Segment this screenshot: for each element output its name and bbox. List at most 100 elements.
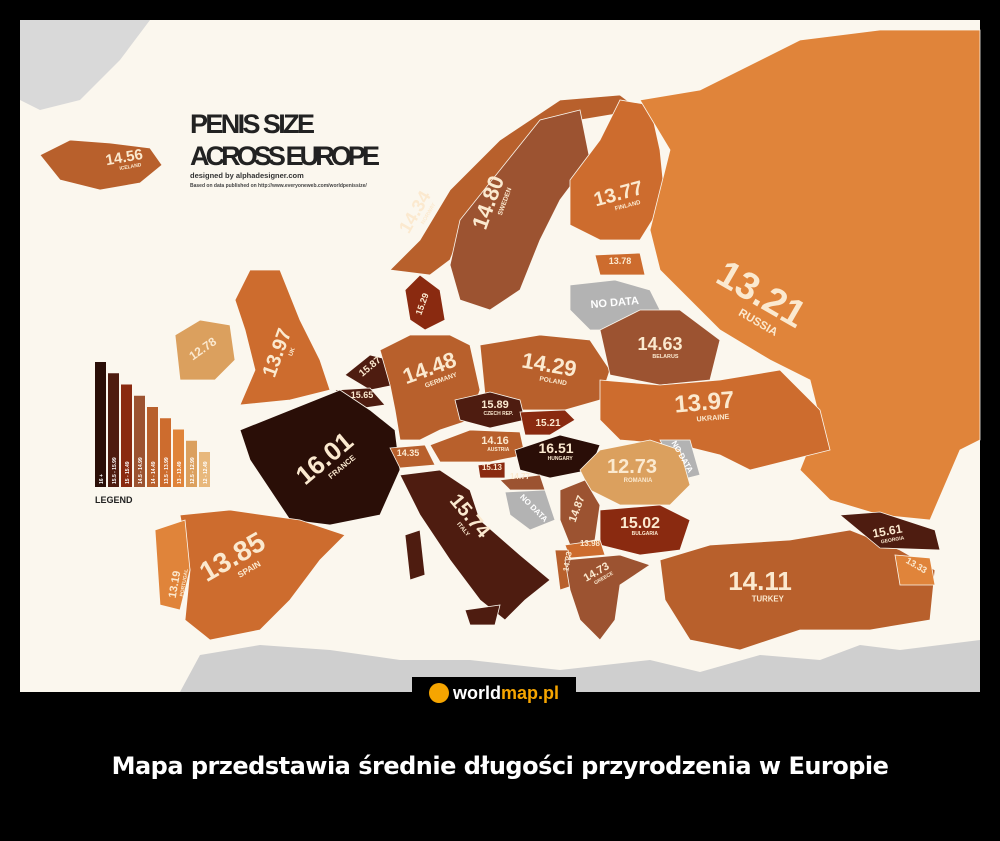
country-label: 15.65 xyxy=(351,390,374,400)
legend-bar xyxy=(173,429,184,487)
country-value: 13.97 xyxy=(673,386,735,418)
legend: 16 + 15.5 - 15.99 15 - 15.49 14.5 - 14.99 14… xyxy=(95,362,210,487)
country-value: 15.02 xyxy=(620,515,660,532)
country xyxy=(639,29,981,521)
greenland xyxy=(20,20,150,110)
legend-label: 14.5 - 14.99 xyxy=(138,457,144,484)
legend-bar xyxy=(199,452,210,487)
country-label: 13.78 xyxy=(609,256,632,266)
country-value: 14.11 xyxy=(728,566,792,596)
country-value: 15.65 xyxy=(351,390,374,400)
country-label: 14.77 xyxy=(510,472,531,481)
credit: designed by alphadesigner.com xyxy=(190,171,304,180)
country xyxy=(594,252,646,276)
country-label: 15.21 xyxy=(535,418,560,429)
country-name: TURKEY xyxy=(752,595,785,604)
country-value: 14.35 xyxy=(397,448,420,458)
country xyxy=(239,389,401,526)
legend-label: 14 - 14.49 xyxy=(151,461,157,484)
country-name: BULGARIA xyxy=(632,531,659,537)
country-value: NO DATA xyxy=(590,295,639,311)
country-value: 13.98 xyxy=(580,539,601,548)
country xyxy=(559,479,601,546)
country xyxy=(894,554,936,586)
legend-title: LEGEND xyxy=(95,495,133,505)
country-value: 13.78 xyxy=(609,256,632,266)
country-value: 14.63 xyxy=(637,334,682,354)
legend-bar xyxy=(121,384,132,487)
country xyxy=(39,139,163,191)
legend-label: 15 - 15.49 xyxy=(125,461,131,484)
country-value: 13.19 xyxy=(167,570,184,599)
country xyxy=(599,369,831,471)
country-name: ROMANIA xyxy=(624,478,653,484)
country-name: ICELAND xyxy=(119,162,142,172)
country xyxy=(477,461,506,479)
legend-bar xyxy=(147,407,158,487)
country-value: 16.51 xyxy=(538,440,573,456)
logo: worldmap.pl xyxy=(412,677,576,709)
country xyxy=(404,529,426,581)
country xyxy=(464,604,501,626)
title-line-1: PENIS SIZE xyxy=(190,109,315,139)
africa xyxy=(180,640,980,692)
country xyxy=(399,469,551,621)
country xyxy=(519,409,576,436)
country-name: AUSTRIA xyxy=(487,447,510,453)
legend-label: 15.5 - 15.99 xyxy=(112,457,118,484)
country-label: 13.98 xyxy=(580,539,601,548)
legend-label: 13.5 - 13.99 xyxy=(164,457,170,484)
legend-bar xyxy=(95,362,106,487)
country-value: 12.73 xyxy=(607,456,657,478)
country-value: 15.21 xyxy=(535,418,560,429)
country-value: 14.56 xyxy=(104,146,144,169)
country xyxy=(179,509,346,641)
country-label: 14.23 xyxy=(561,550,573,572)
country-value: 14.23 xyxy=(561,550,573,572)
source: Based on data published on http://www.ev… xyxy=(190,183,367,189)
country-name: POLAND xyxy=(539,376,568,388)
caption: Mapa przedstawia średnie długości przyro… xyxy=(111,752,889,780)
country xyxy=(379,334,481,441)
country-name: UKRAINE xyxy=(696,412,730,424)
country xyxy=(389,444,436,469)
country-name: BELARUS xyxy=(652,354,678,360)
country xyxy=(579,439,691,506)
country-label: 15.13 xyxy=(482,463,503,472)
countries xyxy=(39,29,981,651)
country-name: HUNGARY xyxy=(548,456,574,462)
country-value: 15.89 xyxy=(481,399,509,411)
title-line-2: ACROSS EUROPE xyxy=(190,141,380,171)
legend-label: 16 + xyxy=(99,474,105,484)
country xyxy=(838,511,941,551)
legend-label: 12 - 12.49 xyxy=(203,461,209,484)
country-value: 15.61 xyxy=(871,522,903,541)
country xyxy=(404,274,446,331)
legend-bar xyxy=(160,418,171,487)
country xyxy=(504,489,556,531)
legend-label: 12.5 - 12.99 xyxy=(190,457,196,484)
country-name: PORTUGAL xyxy=(179,568,190,597)
country-value: 14.77 xyxy=(510,472,531,481)
country xyxy=(564,554,651,641)
country xyxy=(154,519,191,611)
country xyxy=(234,269,331,406)
legend-label: 13 - 13.49 xyxy=(177,461,183,484)
legend-bar xyxy=(108,373,119,487)
logo-part-1: world xyxy=(452,683,501,703)
country-name: CZECH REP. xyxy=(483,411,513,417)
country xyxy=(659,529,936,651)
country-value: 15.13 xyxy=(482,463,503,472)
logo-part-2: map.pl xyxy=(500,683,559,703)
